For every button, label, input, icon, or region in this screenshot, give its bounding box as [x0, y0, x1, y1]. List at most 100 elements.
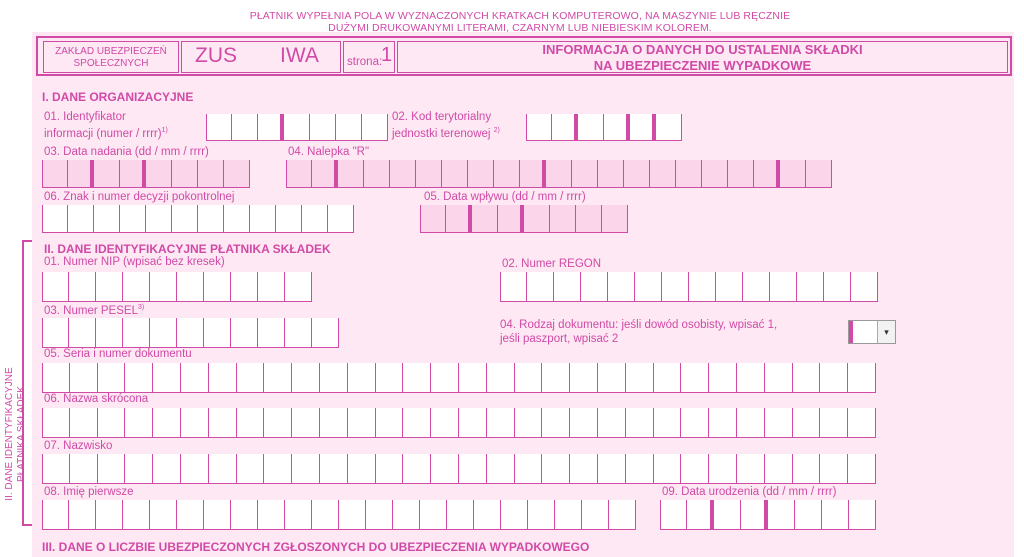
character-cell[interactable] [656, 114, 682, 141]
character-cell[interactable] [630, 114, 656, 141]
character-cell[interactable] [236, 454, 265, 484]
character-cell[interactable] [390, 160, 416, 188]
character-cell[interactable] [650, 160, 676, 188]
character-cell[interactable] [347, 408, 376, 438]
field-1-06-cells[interactable] [42, 205, 354, 233]
character-cell[interactable] [528, 500, 555, 530]
character-cell[interactable] [500, 272, 527, 302]
character-cell[interactable] [208, 408, 237, 438]
character-cell[interactable] [501, 500, 528, 530]
character-cell[interactable] [97, 454, 126, 484]
character-cell[interactable] [764, 408, 793, 438]
character-cell[interactable] [375, 408, 404, 438]
character-cell[interactable] [123, 318, 150, 348]
character-cell[interactable] [598, 160, 624, 188]
character-cell[interactable] [172, 160, 198, 188]
character-cell[interactable] [442, 160, 468, 188]
character-cell[interactable] [597, 454, 626, 484]
character-cell[interactable] [550, 205, 576, 233]
character-cell[interactable] [224, 160, 250, 188]
field-1-05-cells[interactable] [420, 205, 628, 233]
character-cell[interactable] [472, 205, 498, 233]
character-cell[interactable] [849, 500, 876, 530]
character-cell[interactable] [702, 160, 728, 188]
character-cell[interactable] [94, 205, 120, 233]
character-cell[interactable] [319, 454, 348, 484]
document-type-select[interactable]: ▾ [848, 320, 896, 344]
character-cell[interactable] [514, 408, 543, 438]
character-cell[interactable] [431, 363, 459, 393]
character-cell[interactable] [69, 318, 96, 348]
dropdown-arrow-icon[interactable]: ▾ [877, 321, 895, 343]
character-cell[interactable] [204, 318, 231, 348]
character-cell[interactable] [635, 272, 662, 302]
character-cell[interactable] [570, 363, 598, 393]
character-cell[interactable] [602, 205, 628, 233]
field-1-02-cells[interactable] [526, 114, 682, 141]
character-cell[interactable] [624, 160, 650, 188]
character-cell[interactable] [339, 500, 366, 530]
field-2-01-cells[interactable] [42, 272, 312, 302]
character-cell[interactable] [597, 408, 626, 438]
character-cell[interactable] [208, 363, 237, 393]
field-2-09-cells[interactable] [660, 500, 876, 530]
character-cell[interactable] [264, 454, 293, 484]
character-cell[interactable] [94, 160, 120, 188]
character-cell[interactable] [848, 408, 876, 438]
character-cell[interactable] [292, 454, 320, 484]
character-cell[interactable] [474, 500, 501, 530]
character-cell[interactable] [768, 500, 795, 530]
character-cell[interactable] [42, 205, 68, 233]
character-cell[interactable] [416, 160, 442, 188]
character-cell[interactable] [264, 408, 293, 438]
character-cell[interactable] [709, 363, 737, 393]
character-cell[interactable] [494, 160, 520, 188]
character-cell[interactable] [716, 272, 743, 302]
character-cell[interactable] [42, 500, 69, 530]
character-cell[interactable] [681, 408, 710, 438]
character-cell[interactable] [486, 363, 515, 393]
character-cell[interactable] [231, 318, 258, 348]
character-cell[interactable] [258, 272, 285, 302]
character-cell[interactable] [375, 454, 404, 484]
character-cell[interactable] [420, 205, 446, 233]
character-cell[interactable] [347, 363, 376, 393]
character-cell[interactable] [258, 114, 284, 141]
character-cell[interactable] [97, 408, 126, 438]
character-cell[interactable] [285, 318, 312, 348]
character-cell[interactable] [848, 454, 876, 484]
character-cell[interactable] [125, 408, 154, 438]
field-1-03-cells[interactable] [42, 160, 250, 188]
character-cell[interactable] [177, 500, 204, 530]
character-cell[interactable] [150, 318, 177, 348]
character-cell[interactable] [364, 160, 390, 188]
character-cell[interactable] [780, 160, 806, 188]
character-cell[interactable] [581, 272, 608, 302]
character-cell[interactable] [662, 272, 689, 302]
character-cell[interactable] [764, 363, 793, 393]
character-cell[interactable] [208, 454, 237, 484]
character-cell[interactable] [514, 454, 543, 484]
character-cell[interactable] [770, 272, 797, 302]
character-cell[interactable] [625, 408, 654, 438]
character-cell[interactable] [292, 363, 320, 393]
character-cell[interactable] [578, 114, 604, 141]
character-cell[interactable] [347, 454, 376, 484]
character-cell[interactable] [336, 114, 362, 141]
character-cell[interactable] [180, 408, 209, 438]
character-cell[interactable] [431, 454, 459, 484]
character-cell[interactable] [284, 114, 310, 141]
character-cell[interactable] [236, 363, 265, 393]
field-1-01-cells[interactable] [206, 114, 388, 141]
character-cell[interactable] [125, 363, 154, 393]
field-2-07-cells[interactable] [42, 454, 876, 484]
character-cell[interactable] [172, 205, 198, 233]
character-cell[interactable] [498, 205, 524, 233]
character-cell[interactable] [224, 205, 250, 233]
character-cell[interactable] [420, 500, 447, 530]
character-cell[interactable] [527, 272, 554, 302]
character-cell[interactable] [125, 454, 154, 484]
character-cell[interactable] [653, 363, 682, 393]
character-cell[interactable] [681, 363, 710, 393]
character-cell[interactable] [366, 500, 393, 530]
